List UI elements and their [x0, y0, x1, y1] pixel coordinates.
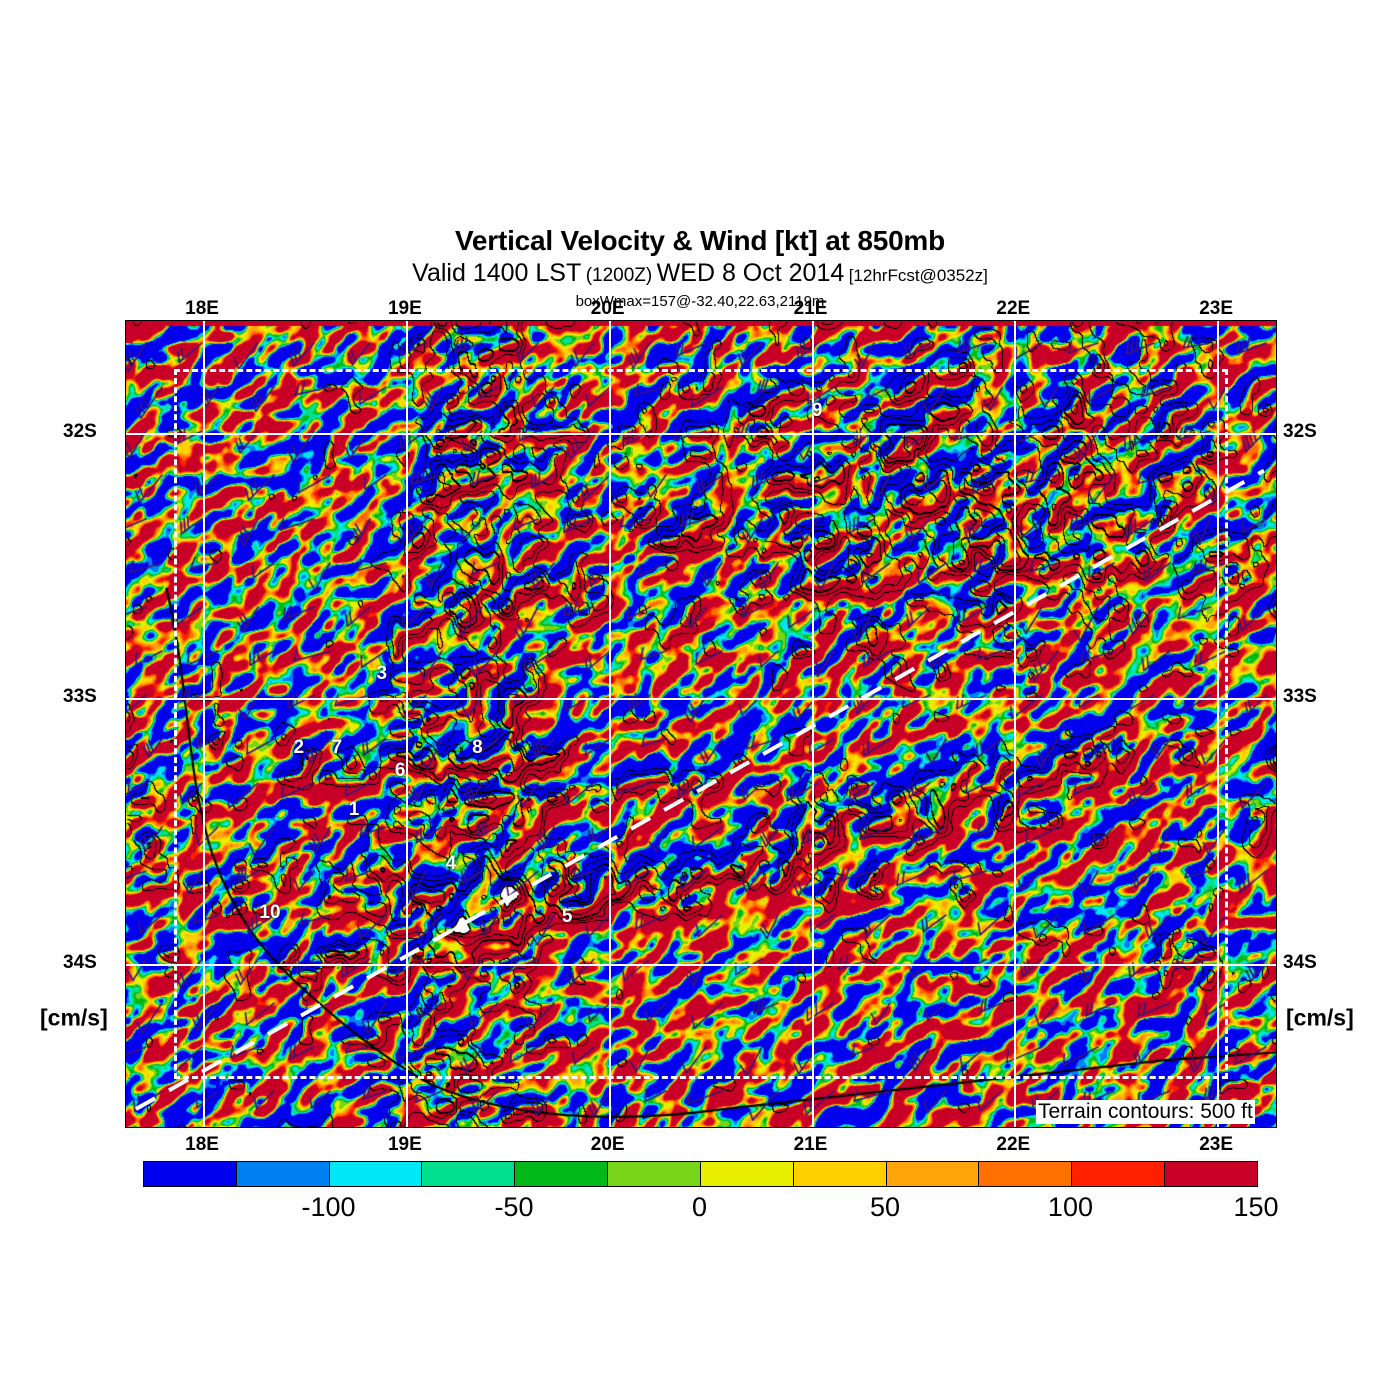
colorbar-swatch-3 — [422, 1162, 516, 1186]
colorbar-tick--50: -50 — [494, 1192, 534, 1222]
site-marker-9: 9 — [811, 400, 823, 422]
lat-label-left-33S: 33S — [63, 686, 97, 708]
graticule-meridian-19E — [405, 321, 408, 1127]
colorbar-swatch-9 — [979, 1162, 1073, 1186]
graticule-meridian-23E — [1217, 321, 1220, 1127]
colorbar-tick-layer: -100 -50 0 50 100 150 — [0, 1192, 1400, 1226]
map-plot-area: 1 2 3 4 5 6 7 8 9 10 — [125, 320, 1277, 1128]
lat-label-left-32S: 32S — [63, 420, 97, 442]
colorbar-swatch-0 — [144, 1162, 237, 1186]
lon-label-bottom-23E: 23E — [1199, 1134, 1234, 1155]
colorbar-swatch-7 — [793, 1162, 887, 1186]
lon-label-bottom-19E: 19E — [387, 1134, 422, 1155]
lon-label-bottom-21E: 21E — [793, 1134, 828, 1155]
colorbar-swatch-2 — [329, 1162, 423, 1186]
site-marker-10: 10 — [259, 902, 281, 924]
lat-label-right-34S: 34S — [1283, 952, 1317, 974]
graticule-parallel-33S — [126, 698, 1276, 701]
colorbar — [143, 1161, 1258, 1187]
units-label-right: [cm/s] — [1286, 1004, 1354, 1031]
colorbar-tick-150: 150 — [1233, 1192, 1279, 1222]
site-marker-7: 7 — [331, 736, 343, 758]
site-marker-2: 2 — [293, 736, 305, 758]
subtitle-forecast-tag: [12hrFcst@0352z] — [848, 266, 988, 285]
colorbar-swatch-4 — [515, 1162, 609, 1186]
site-marker-8: 8 — [472, 736, 483, 758]
colorbar-swatch-1 — [236, 1162, 330, 1186]
colorbar-tick-50: 50 — [870, 1192, 901, 1222]
lon-label-bottom-18E: 18E — [185, 1134, 219, 1155]
inner-domain-box — [174, 369, 1228, 1079]
graticule-meridian-20E — [608, 321, 611, 1127]
terrain-contour-note: Terrain contours: 500 ft — [1036, 1100, 1255, 1124]
lat-label-right-33S: 33S — [1283, 686, 1317, 708]
site-marker-4: 4 — [445, 852, 457, 874]
subtitle-valid-time: Valid 1400 LST — [412, 259, 582, 287]
colorbar-swatch-10 — [1072, 1162, 1166, 1186]
colorbar-swatch-5 — [608, 1162, 701, 1186]
colorbar-tick--100: -100 — [301, 1192, 356, 1222]
colorbar-tick-0: 0 — [691, 1192, 708, 1222]
lon-label-top-22E: 22E — [996, 298, 1031, 319]
units-label-left: [cm/s] — [40, 1004, 108, 1031]
site-marker-3: 3 — [376, 663, 388, 685]
graticule-parallel-32S — [126, 432, 1276, 435]
colorbar-swatch-11 — [1165, 1162, 1257, 1186]
graticule-meridian-22E — [1014, 321, 1017, 1127]
subtitle: Valid 1400 LST (1200Z) WED 8 Oct 2014 [1… — [0, 258, 1400, 292]
title-block: Vertical Velocity & Wind [kt] at 850mb V… — [0, 224, 1400, 311]
diagonal-cross-section-line — [134, 468, 1266, 1111]
lon-label-top-18E: 18E — [185, 298, 219, 319]
graticule-parallel-34S — [126, 964, 1276, 967]
page-title: Vertical Velocity & Wind [kt] at 850mb — [454, 225, 946, 256]
subtitle-zulu-time: (1200Z) — [585, 265, 653, 286]
site-marker-1: 1 — [348, 798, 360, 820]
colorbar-swatch-6 — [700, 1162, 794, 1186]
lat-label-left-34S: 34S — [63, 952, 97, 974]
lon-label-top-19E: 19E — [387, 298, 422, 319]
colorbar-swatch-8 — [886, 1162, 980, 1186]
box-wmax-annotation: boxWmax=157@-32.40,22.63,2119m — [575, 293, 825, 310]
lon-label-bottom-20E: 20E — [590, 1134, 625, 1155]
lon-label-top-23E: 23E — [1199, 298, 1234, 319]
vertical-velocity-field — [126, 321, 1276, 1127]
graticule-meridian-18E — [203, 321, 206, 1127]
lat-label-right-32S: 32S — [1283, 420, 1317, 442]
site-marker-6: 6 — [394, 760, 406, 782]
colorbar-tick-100: 100 — [1047, 1192, 1093, 1222]
lon-label-bottom-22E: 22E — [996, 1134, 1031, 1155]
lon-label-top-21E: 21E — [793, 298, 828, 319]
site-marker-5: 5 — [561, 906, 573, 928]
lon-label-top-20E: 20E — [590, 298, 625, 319]
subtitle-date: WED 8 Oct 2014 — [656, 259, 845, 287]
